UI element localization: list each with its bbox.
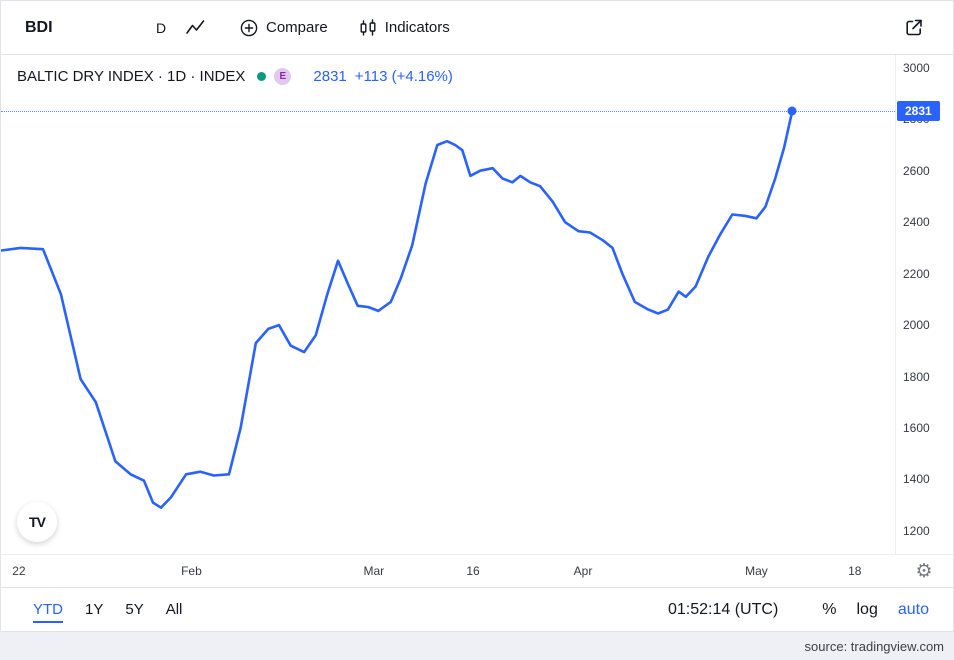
settings-gear-icon[interactable]: ⚙ [915,560,933,582]
time-tick: Mar [363,564,385,578]
last-price-line [1,111,895,113]
time-tick: 18 [848,564,862,578]
candlestick-icon [358,18,378,38]
range-button-ytd[interactable]: YTD [33,597,63,623]
line-chart-icon [185,19,207,37]
plot-area[interactable]: BALTIC DRY INDEX · 1D · INDEX E 2831 +11… [1,55,895,554]
price-tick: 1200 [903,523,930,538]
tradingview-logo[interactable]: TV [17,502,57,542]
symbol-button[interactable]: BDI [25,18,53,36]
scale-buttons: % log auto [822,601,929,619]
price-tick: 2400 [903,215,930,230]
range-selector: YTD 1Y 5Y All [33,597,182,623]
eod-data-badge[interactable]: E [274,68,292,85]
top-toolbar: BDI D Compare Indicators [1,1,953,55]
chart-area: BALTIC DRY INDEX · 1D · INDEX E 2831 +11… [1,55,953,554]
tradingview-logo-glyph: TV [29,514,46,530]
axis-corner: ⚙ [895,555,953,587]
price-tick: 1600 [903,420,930,435]
price-tick: 3000 [903,60,930,75]
legend-change: +113 (+4.16%) [354,68,453,85]
price-tick: 1800 [903,369,930,384]
legend-last-price: 2831 [313,68,347,85]
range-button-1y[interactable]: 1Y [85,601,104,618]
time-tick: 16 [466,564,480,578]
time-tick: May [745,564,768,578]
last-price-label: 2831 [897,101,940,122]
price-line-series [1,109,794,510]
source-strip: source: tradingview.com [0,632,954,660]
source-text: source: tradingview.com [804,638,944,654]
last-point-dot [787,106,797,116]
time-axis: 22 Feb Mar 16 Apr May 18 ⚙ [1,554,953,587]
time-tick: Apr [573,564,593,578]
price-tick: 2200 [903,266,930,281]
time-tick: Feb [181,564,202,578]
bottom-toolbar: YTD 1Y 5Y All 01:52:14 (UTC) % log auto [1,587,953,631]
circle-plus-icon [239,18,259,38]
price-axis[interactable]: 2831 12001400160018002000220024002600280… [895,55,953,554]
legend: BALTIC DRY INDEX · 1D · INDEX E 2831 +11… [17,68,453,85]
price-tick: 2600 [903,163,930,178]
compare-label: Compare [266,19,328,36]
legend-title: BALTIC DRY INDEX · 1D · INDEX [17,68,246,85]
clock: 01:52:14 (UTC) [668,600,779,618]
price-tick: 1400 [903,472,930,487]
indicators-button[interactable]: Indicators [350,12,458,44]
external-link-icon [903,17,925,39]
log-scale-button[interactable]: log [856,600,878,618]
open-external-button[interactable] [897,11,931,45]
range-button-5y[interactable]: 5Y [125,601,144,618]
tradingview-chart-widget: BDI D Compare Indicators [0,0,954,632]
price-polyline [1,109,794,510]
percent-scale-button[interactable]: % [822,600,837,618]
interval-button[interactable]: D [155,19,167,36]
time-axis-labels[interactable]: 22 Feb Mar 16 Apr May 18 [1,555,895,587]
market-status-dot [257,72,267,81]
range-button-all[interactable]: All [165,601,183,618]
time-tick: 22 [12,564,26,578]
chart-type-button[interactable] [179,13,213,43]
indicators-label: Indicators [384,19,450,36]
price-tick: 2000 [903,318,930,333]
auto-scale-button[interactable]: auto [897,600,929,618]
compare-button[interactable]: Compare [231,12,336,44]
